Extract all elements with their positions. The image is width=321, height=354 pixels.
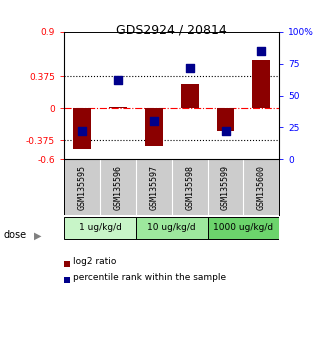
Bar [109, 107, 127, 108]
Bar [73, 108, 91, 149]
Point [80, 129, 85, 134]
Point [116, 78, 121, 83]
Text: GSM135599: GSM135599 [221, 165, 230, 210]
Text: GSM135595: GSM135595 [78, 165, 87, 210]
Text: log2 ratio: log2 ratio [73, 257, 117, 267]
Text: GSM135598: GSM135598 [185, 165, 194, 210]
Text: ▶: ▶ [34, 230, 41, 240]
Text: 1000 ug/kg/d: 1000 ug/kg/d [213, 223, 273, 232]
Text: GDS2924 / 20814: GDS2924 / 20814 [116, 23, 227, 36]
Bar [181, 85, 199, 108]
Bar [208, 217, 279, 239]
Text: GSM135600: GSM135600 [257, 165, 266, 210]
Point [259, 48, 264, 54]
Text: percentile rank within the sample: percentile rank within the sample [73, 273, 226, 282]
Text: dose: dose [3, 230, 26, 240]
Bar [64, 217, 136, 239]
Text: 10 ug/kg/d: 10 ug/kg/d [147, 223, 196, 232]
Point [187, 65, 192, 70]
Bar [252, 60, 270, 108]
Bar [136, 217, 208, 239]
Text: 1 ug/kg/d: 1 ug/kg/d [79, 223, 121, 232]
Bar [145, 108, 163, 145]
Text: GSM135597: GSM135597 [149, 165, 158, 210]
Point [223, 129, 228, 134]
Point [151, 118, 156, 124]
Text: GSM135596: GSM135596 [113, 165, 123, 210]
Bar [217, 108, 234, 131]
